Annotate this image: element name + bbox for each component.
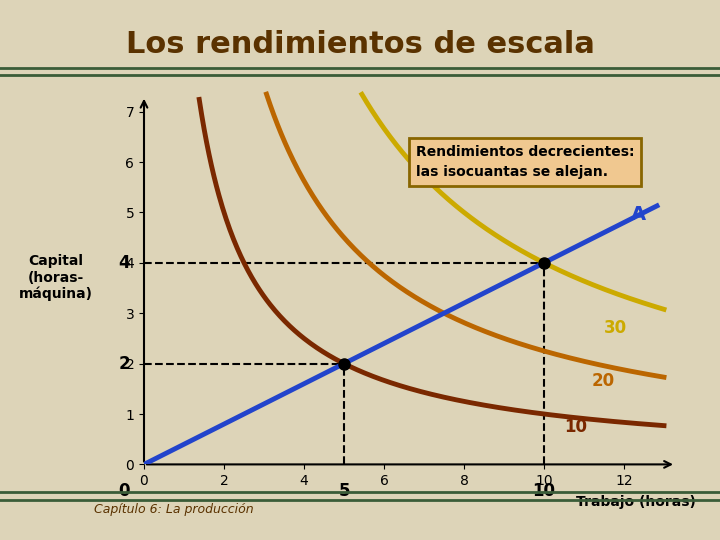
Text: A: A	[631, 205, 647, 224]
Text: 0: 0	[119, 482, 130, 500]
Text: Capítulo 6: La producción: Capítulo 6: La producción	[94, 503, 253, 516]
Text: 30: 30	[604, 319, 627, 338]
Text: 4: 4	[118, 254, 130, 272]
Text: 20: 20	[592, 372, 615, 390]
Text: 10: 10	[564, 417, 587, 436]
Text: Capital
(horas-
máquina): Capital (horas- máquina)	[19, 254, 93, 301]
Text: Los rendimientos de escala: Los rendimientos de escala	[125, 30, 595, 59]
Text: 2: 2	[118, 355, 130, 373]
Text: 5: 5	[338, 482, 350, 500]
Text: 10: 10	[533, 482, 556, 500]
Text: Rendimientos decrecientes:
las isocuantas se alejan.: Rendimientos decrecientes: las isocuanta…	[416, 145, 634, 179]
Text: Trabajo (horas): Trabajo (horas)	[576, 495, 696, 509]
